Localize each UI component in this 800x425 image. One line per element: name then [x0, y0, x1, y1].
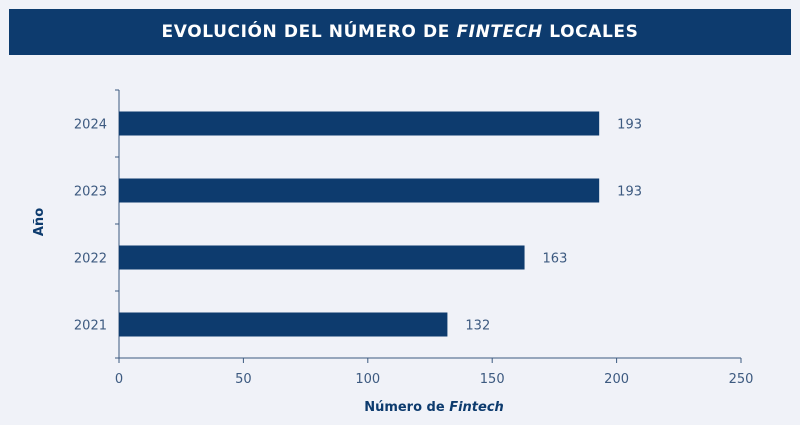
chart-title-part-1: EVOLUCIÓN DEL NÚMERO DE: [161, 22, 457, 42]
x-tick-label: 200: [604, 372, 629, 387]
x-tick-label: 50: [235, 372, 252, 387]
bar: [119, 111, 600, 136]
bar-value-label: 163: [543, 252, 568, 267]
bar: [119, 245, 525, 270]
y-tick-label: 2024: [74, 118, 107, 133]
x-tick-label: 100: [355, 372, 380, 387]
x-tick-label: 150: [480, 372, 505, 387]
y-tick-label: 2023: [74, 185, 107, 200]
chart-title: EVOLUCIÓN DEL NÚMERO DE FINTECH LOCALES: [162, 22, 639, 42]
x-tick-label: 250: [729, 372, 754, 387]
bar: [119, 178, 600, 203]
bar-value-label: 132: [465, 319, 490, 334]
y-tick-label: 2021: [74, 319, 107, 334]
y-tick-label: 2022: [74, 252, 107, 267]
chart-title-part-2: LOCALES: [542, 22, 639, 42]
bar-value-label: 193: [617, 185, 642, 200]
y-axis-title: Año: [32, 208, 47, 236]
bar: [119, 312, 448, 337]
chart-title-bar: EVOLUCIÓN DEL NÚMERO DE FINTECH LOCALES: [9, 9, 791, 55]
x-axis-title-italic: Fintech: [449, 400, 504, 415]
x-tick-label: 0: [115, 372, 123, 387]
x-axis-title-text: Número de: [364, 400, 449, 415]
chart-axes: 0 50 100 150 200 250: [115, 89, 754, 387]
chart-bars: 2024 193 2023 193 2022 163 2021 132: [74, 111, 642, 337]
bar-value-label: 193: [617, 118, 642, 133]
x-axis-title: Número de Fintech: [364, 400, 504, 415]
chart-title-italic: FINTECH: [456, 22, 543, 42]
